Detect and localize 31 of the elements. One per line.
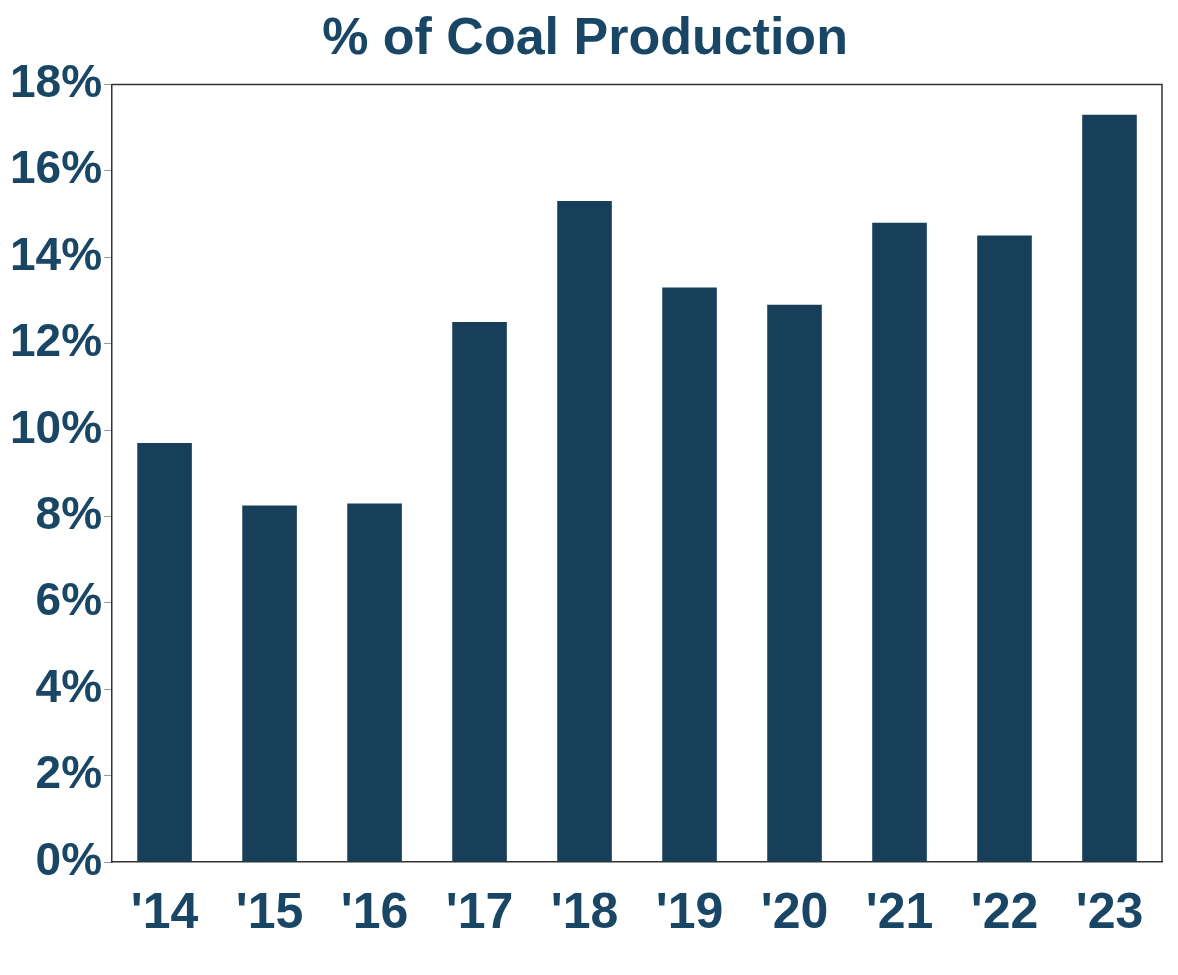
- x-tick-label: '18: [550, 882, 619, 939]
- x-tick-label: '15: [235, 882, 304, 939]
- x-tick-label: '16: [340, 882, 409, 939]
- x-tick-label: '19: [655, 882, 724, 939]
- x-tick-label: '22: [970, 882, 1039, 939]
- x-tick-label: '20: [760, 882, 829, 939]
- y-tick-label: 10%: [9, 400, 103, 453]
- bar: [452, 322, 507, 862]
- y-tick-label: 14%: [9, 227, 103, 280]
- bar: [767, 304, 822, 862]
- bar: [347, 503, 402, 862]
- x-tick-label: '21: [865, 882, 934, 939]
- y-tick-label: 2%: [35, 746, 103, 799]
- bar: [137, 442, 192, 862]
- bar: [557, 201, 612, 862]
- y-tick-label: 8%: [35, 487, 103, 540]
- bar: [872, 222, 927, 862]
- bar: [242, 505, 297, 862]
- bar: [1082, 114, 1137, 862]
- bar: [977, 235, 1032, 862]
- y-tick-label: 18%: [9, 55, 103, 108]
- y-tick-label: 12%: [9, 314, 103, 367]
- y-tick-label: 0%: [35, 832, 103, 885]
- y-tick-label: 4%: [35, 659, 103, 712]
- chart-title: % of Coal Production: [322, 6, 848, 65]
- y-tick-label: 16%: [9, 141, 103, 194]
- x-tick-label: '17: [445, 882, 514, 939]
- x-tick-label: '23: [1075, 882, 1144, 939]
- y-tick-label: 6%: [35, 573, 103, 626]
- x-tick-label: '14: [130, 882, 199, 939]
- bar: [662, 287, 717, 862]
